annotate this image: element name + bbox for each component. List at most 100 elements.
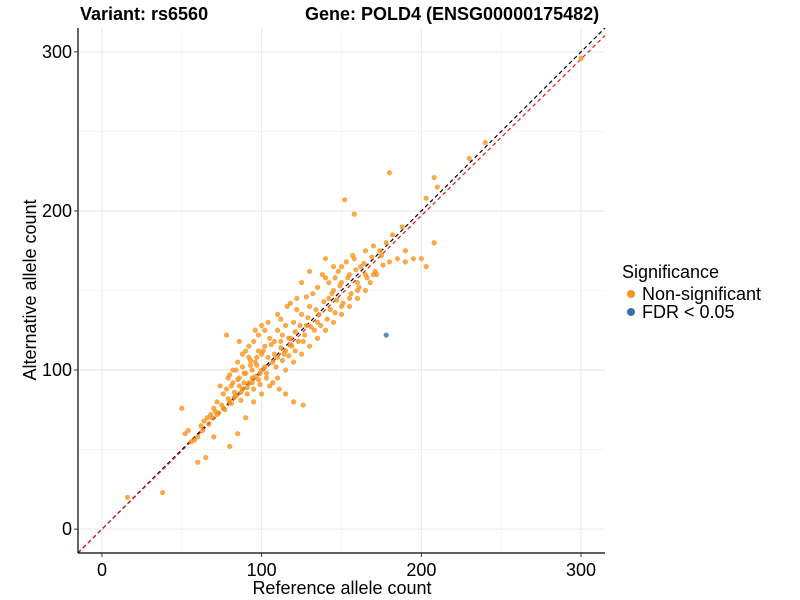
data-point (354, 279, 361, 286)
data-point (255, 348, 262, 354)
data-point (262, 327, 268, 333)
data-point (297, 322, 303, 329)
data-point (228, 400, 234, 407)
data-point (345, 275, 351, 281)
data-point (222, 407, 228, 413)
data-point (332, 275, 338, 281)
data-point (319, 271, 325, 278)
data-point (283, 367, 289, 373)
data-point (353, 267, 359, 273)
data-point (235, 359, 241, 365)
data-point (185, 427, 191, 434)
data-point (247, 357, 254, 364)
data-point (214, 399, 220, 405)
data-point (249, 380, 255, 386)
variant-title: Variant: rs6560 (80, 4, 209, 24)
data-point (334, 297, 340, 303)
data-point (209, 415, 215, 421)
data-point (255, 376, 262, 383)
legend-label: FDR < 0.05 (642, 302, 735, 322)
data-point (364, 275, 370, 281)
data-point (380, 262, 386, 268)
data-point (160, 489, 166, 496)
data-point (244, 391, 250, 397)
data-point (225, 396, 231, 402)
data-point (278, 316, 284, 322)
data-point (372, 268, 378, 275)
data-point (356, 284, 362, 290)
data-point (295, 338, 301, 345)
data-point (281, 351, 287, 357)
data-point (306, 343, 313, 349)
data-point (267, 335, 273, 341)
data-point (330, 319, 337, 325)
data-point (321, 299, 327, 305)
data-point (578, 55, 584, 61)
data-point (279, 357, 286, 364)
data-point (423, 195, 429, 201)
data-point (195, 459, 201, 465)
data-point (270, 380, 276, 386)
data-point (249, 367, 255, 373)
data-point (257, 381, 263, 387)
data-point (314, 319, 321, 325)
data-point (302, 332, 308, 338)
data-point (294, 295, 300, 302)
data-point (340, 300, 346, 306)
data-point (322, 256, 329, 262)
data-point (399, 224, 405, 230)
data-point (219, 402, 225, 408)
data-point (332, 310, 338, 316)
data-point (235, 376, 241, 383)
data-point (255, 332, 262, 338)
legend-dot-icon (627, 308, 635, 316)
data-point (298, 279, 305, 286)
data-point (386, 170, 393, 176)
data-point (241, 370, 247, 376)
legend-item-fdr: FDR < 0.05 (622, 303, 761, 321)
data-point (306, 303, 313, 310)
reference-lines (77, 27, 606, 554)
data-point (275, 327, 281, 333)
data-point (271, 338, 278, 345)
y-tick-label: 100 (42, 360, 72, 380)
data-point (188, 439, 194, 445)
data-point (259, 322, 265, 329)
legend-dot-icon (627, 290, 635, 298)
data-point (198, 423, 204, 429)
data-point (322, 275, 329, 281)
data-point (246, 343, 252, 349)
data-point (259, 391, 265, 397)
data-point (249, 375, 255, 381)
data-point (342, 197, 348, 203)
data-point (243, 415, 249, 421)
y-tick-label: 0 (62, 519, 72, 539)
data-point (204, 415, 210, 421)
legend: Significance Non-significant FDR < 0.05 (622, 262, 761, 321)
data-point (262, 343, 268, 349)
data-point (252, 327, 258, 333)
data-point (358, 264, 364, 270)
data-point (361, 260, 367, 267)
data-point (275, 354, 281, 360)
data-point (260, 348, 266, 354)
data-point (343, 259, 349, 265)
data-point (386, 259, 393, 265)
data-point (263, 375, 270, 381)
data-point (254, 362, 260, 368)
data-point (241, 380, 247, 386)
x-tick-label: 0 (97, 560, 107, 580)
data-point (482, 139, 488, 146)
legend-item-non-significant: Non-significant (622, 285, 761, 303)
data-point (278, 345, 284, 351)
data-point (337, 283, 343, 289)
data-point (203, 454, 209, 461)
data-point (354, 295, 361, 302)
data-point (217, 383, 223, 389)
data-point (324, 316, 330, 322)
data-point (431, 240, 437, 246)
data-point (369, 254, 375, 260)
data-point (402, 259, 408, 265)
data-point (251, 386, 257, 392)
data-point (378, 252, 385, 259)
